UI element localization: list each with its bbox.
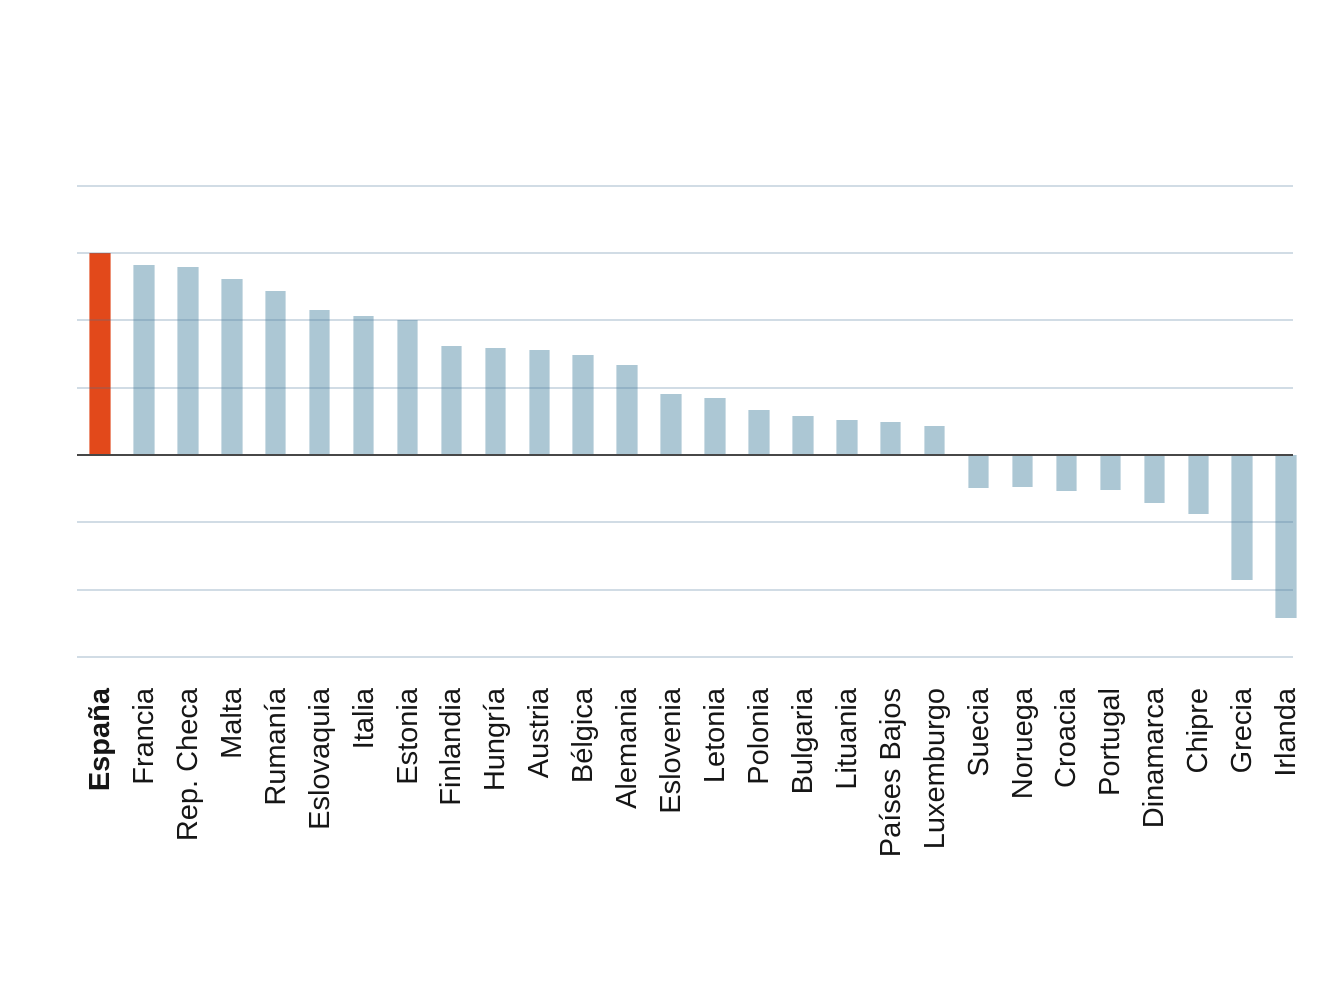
bar [1231,455,1253,580]
bar [440,345,463,455]
x-axis-label: España [84,688,116,792]
x-axis-label: Finlandia [435,688,468,806]
x-axis-label: Polonia [742,688,775,785]
bar [1011,455,1034,488]
bar [1143,455,1166,504]
x-axis-label: Países Bajos [874,688,907,858]
bar [967,455,990,488]
x-axis-label: Dinamarca [1138,688,1171,829]
x-axis-label: Rumanía [259,688,292,806]
bar [748,409,770,455]
bar [221,278,243,455]
x-axis-label: Austria [523,688,556,779]
x-axis-label: Letonia [699,688,732,784]
x-axis-label: Luxemburgo [918,688,951,850]
gridline [77,588,1293,591]
bar [704,397,726,455]
bar [572,354,594,455]
bar [660,393,682,455]
bar [484,347,507,455]
x-axis-label: Malta [215,688,248,759]
x-axis-label: Italia [347,688,380,750]
x-axis-label: Hungría [479,688,512,792]
bar [1099,455,1122,490]
x-axis-label: Croacia [1050,688,1083,788]
bar [792,415,814,455]
bar [89,253,111,455]
x-axis-label: Bulgaria [786,688,819,795]
bar [616,365,638,455]
zero-axis-line [77,454,1293,456]
gridline [77,655,1293,658]
x-axis-label: Estonia [391,688,424,785]
x-axis-label: Eslovaquia [303,688,336,830]
bar [923,426,946,455]
bar [1187,455,1209,514]
x-axis-label: Francia [127,688,160,785]
gridline [77,319,1293,322]
bar [528,350,551,455]
bar [177,266,199,455]
x-axis-label: Eslovenia [655,688,688,814]
x-axis-label: Lituania [830,688,863,790]
bar [308,310,331,455]
bar [396,320,419,455]
bar [1275,455,1297,618]
gridline [77,386,1293,389]
x-axis-label: Bélgica [567,688,600,784]
x-axis-label: Noruega [1006,688,1039,800]
bar [879,422,902,455]
bar [264,291,287,455]
bar [352,315,375,455]
x-axis-label: Portugal [1094,688,1127,797]
gridline [77,184,1293,187]
x-axis-label: Chipre [1182,688,1215,774]
x-axis-label: Irlanda [1270,688,1303,777]
bar [836,420,858,455]
gridline [77,252,1293,255]
x-axis-label: Suecia [962,688,995,777]
x-axis-label: Alemania [611,688,644,809]
bar [1055,455,1078,491]
bar [133,265,155,455]
gridline [77,521,1293,524]
x-axis-label: Rep. Checa [171,688,204,842]
x-axis-label: Grecia [1226,688,1259,774]
